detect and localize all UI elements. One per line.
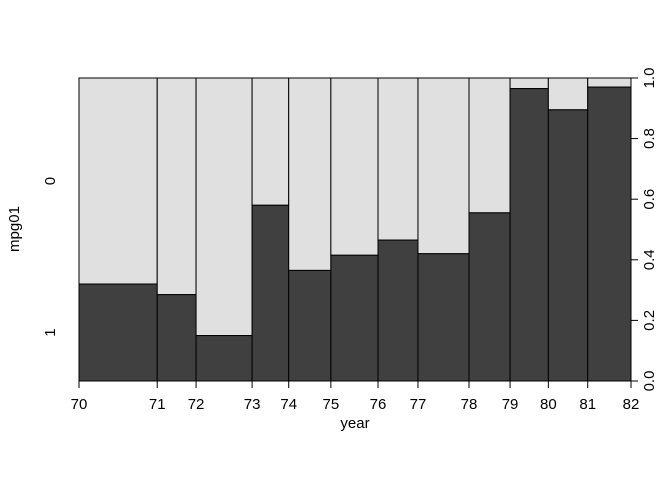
bar-segment-1-74-75 [288, 269, 332, 382]
bar-segment-0-77-78 [417, 77, 470, 255]
bar-segment-1-73-74 [251, 204, 290, 382]
right-y-tick-label: 1.0 [641, 68, 658, 89]
y-axis-title: mpg01 [6, 206, 23, 252]
right-y-tick-label: 0.2 [641, 310, 658, 331]
bar-segment-1-71-72 [156, 294, 197, 382]
bar-segment-1-70-71 [78, 283, 158, 382]
bar-segment-0-72-73 [195, 77, 253, 337]
bar-segment-0-80-81 [547, 77, 589, 111]
x-axis: 70 71 72 73 74 75 76 77 78 79 80 81 82 [71, 380, 640, 413]
x-tick-label: 80 [540, 396, 557, 413]
bar-segment-1-76-77 [377, 239, 419, 382]
x-tick-label: 77 [410, 396, 427, 413]
right-y-tick-label: 0.8 [641, 128, 658, 149]
bar-segment-0-81-82 [587, 77, 632, 88]
bars-group [78, 77, 632, 382]
x-tick-label: 70 [71, 396, 88, 413]
x-tick-label: 72 [188, 396, 205, 413]
left-y-category-label: 1 [42, 328, 59, 336]
bar-segment-1-78-79 [468, 212, 511, 382]
bar-segment-1-75-76 [330, 254, 379, 382]
bar-segment-0-78-79 [468, 77, 511, 214]
x-tick-label: 71 [149, 396, 166, 413]
x-tick-label: 75 [323, 396, 340, 413]
bar-segment-0-73-74 [251, 77, 290, 206]
x-tick-label: 74 [280, 396, 297, 413]
bar-segment-1-72-73 [195, 335, 253, 382]
bar-segment-0-70-71 [78, 77, 158, 285]
left-y-axis-labels: 01 [42, 177, 59, 337]
right-y-tick-label: 0.6 [641, 189, 658, 210]
bar-segment-0-74-75 [288, 77, 332, 271]
bar-segment-1-80-81 [547, 109, 589, 382]
left-y-category-label: 0 [42, 177, 59, 185]
x-tick-label: 78 [461, 396, 478, 413]
bar-segment-0-76-77 [377, 77, 419, 241]
bar-segment-0-79-80 [509, 77, 549, 90]
right-y-axis: 0.0 0.2 0.4 0.6 0.8 1.0 [630, 68, 658, 392]
bar-segment-1-81-82 [587, 86, 632, 382]
right-y-tick-label: 0.0 [641, 371, 658, 392]
x-axis-title: year [340, 415, 369, 432]
bar-segment-0-75-76 [330, 77, 379, 256]
x-tick-label: 82 [623, 396, 640, 413]
x-tick-label: 76 [370, 396, 387, 413]
bar-segment-1-77-78 [417, 253, 470, 382]
x-tick-label: 73 [244, 396, 261, 413]
bar-segment-0-71-72 [156, 77, 197, 296]
right-y-tick-label: 0.4 [641, 249, 658, 270]
bar-segment-1-79-80 [509, 88, 549, 382]
x-tick-label: 81 [579, 396, 596, 413]
x-tick-label: 79 [502, 396, 519, 413]
